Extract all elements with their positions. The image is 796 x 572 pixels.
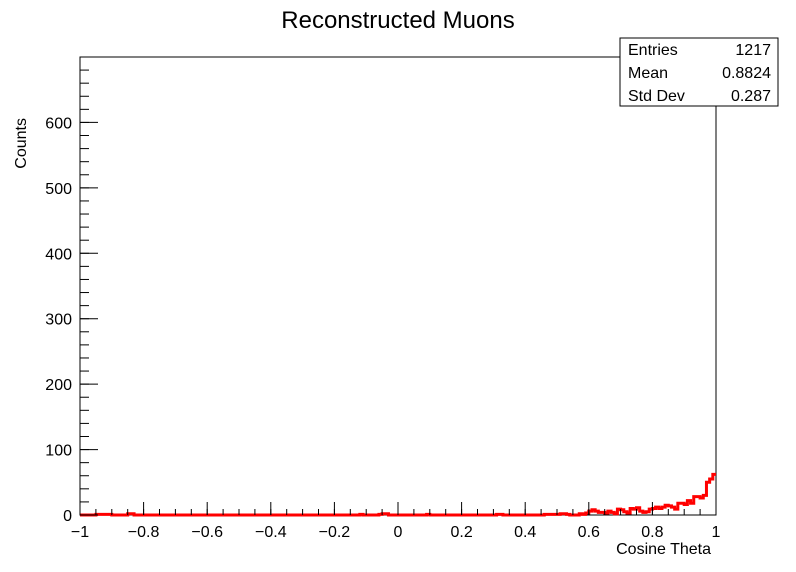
y-tick-label: 600 xyxy=(45,115,72,132)
y-tick-label: 300 xyxy=(45,312,72,329)
x-axis-title: Cosine Theta xyxy=(616,541,711,558)
y-tick-label: 100 xyxy=(45,443,72,460)
y-tick-label: 200 xyxy=(45,377,72,394)
histogram-series xyxy=(80,472,716,517)
chart-title: Reconstructed Muons xyxy=(281,7,514,34)
x-tick-label: 0 xyxy=(394,524,403,541)
stats-label: Mean xyxy=(628,65,668,82)
y-axis-title: Counts xyxy=(13,118,30,169)
x-tick-label: 0.2 xyxy=(450,524,472,541)
x-tick-label: −0.6 xyxy=(191,524,223,541)
y-tick-label: 500 xyxy=(45,181,72,198)
x-tick-label: 0.6 xyxy=(578,524,600,541)
y-tick-label: 400 xyxy=(45,246,72,263)
stats-label: Entries xyxy=(628,42,678,59)
x-tick-label: 0.8 xyxy=(641,524,663,541)
x-tick-label: −1 xyxy=(71,524,89,541)
stats-value: 1217 xyxy=(735,42,771,59)
stats-value: 0.8824 xyxy=(722,65,771,82)
histogram-line xyxy=(80,472,716,517)
stats-box: Entries 1217 Mean 0.8824 Std Dev 0.287 xyxy=(619,37,779,107)
y-tick-label: 0 xyxy=(63,508,72,525)
stats-box-frame xyxy=(619,37,779,107)
plot-frame xyxy=(79,56,717,516)
stats-label: Std Dev xyxy=(628,88,685,105)
stats-rows: Entries 1217 Mean 0.8824 Std Dev 0.287 xyxy=(628,42,771,105)
stats-value: 0.287 xyxy=(731,88,771,105)
y-axis: 0 100 200 300 400 500 600 xyxy=(45,56,98,525)
x-tick-label: −0.4 xyxy=(255,524,287,541)
x-tick-label: 1 xyxy=(712,524,721,541)
x-tick-label: −0.8 xyxy=(128,524,160,541)
x-tick-label: 0.4 xyxy=(514,524,536,541)
x-tick-label: −0.2 xyxy=(319,524,351,541)
x-axis: −1 −0.8 −0.6 −0.4 −0.2 0 0.2 0.4 0.6 0.8 1 xyxy=(71,502,721,541)
